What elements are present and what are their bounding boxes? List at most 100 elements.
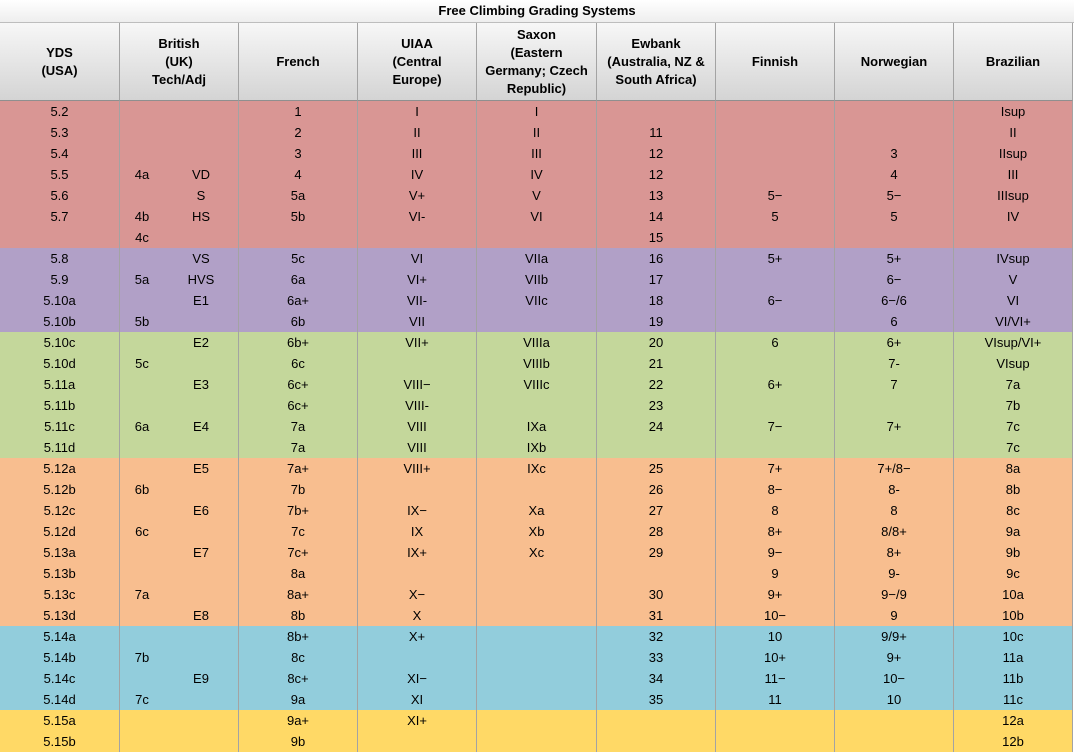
cell-brazilian: 7b [954,395,1073,416]
cell-french: 8b+ [239,626,358,647]
cell-saxon [477,479,597,500]
cell-norwegian [835,122,954,143]
cell-uiaa [358,353,477,374]
cell-norwegian: 9- [835,563,954,584]
cell-brazilian: IVsup [954,248,1073,269]
header-saxon: Saxon (Eastern Germany; Czech Republic) [477,23,597,101]
cell-finnish: 7− [716,416,835,437]
cell-finnish: 8 [716,500,835,521]
cell-british-tech [120,185,164,206]
cell-british-tech: 7b [120,647,164,668]
cell-british-adj [164,563,239,584]
cell-uiaa: III [358,143,477,164]
cell-british-adj [164,227,239,248]
cell-saxon [477,710,597,731]
cell-norwegian: 9/9+ [835,626,954,647]
cell-yds: 5.7 [0,206,120,227]
cell-uiaa: X+ [358,626,477,647]
cell-uiaa [358,647,477,668]
cell-brazilian: 9b [954,542,1073,563]
cell-british-adj [164,710,239,731]
cell-norwegian [835,710,954,731]
cell-brazilian: 11b [954,668,1073,689]
cell-ewbank: 25 [597,458,716,479]
header-british: British (UK) Tech/Adj [120,23,239,101]
cell-uiaa: X− [358,584,477,605]
cell-saxon: I [477,101,597,122]
header-finnish: Finnish [716,23,835,101]
cell-saxon [477,689,597,710]
cell-yds: 5.8 [0,248,120,269]
cell-yds: 5.10a [0,290,120,311]
cell-finnish [716,353,835,374]
cell-norwegian: 7- [835,353,954,374]
cell-brazilian: IV [954,206,1073,227]
cell-british-adj: E6 [164,500,239,521]
cell-finnish: 11 [716,689,835,710]
cell-brazilian: VIsup [954,353,1073,374]
cell-finnish: 5+ [716,248,835,269]
cell-british-tech: 5a [120,269,164,290]
cell-norwegian: 7+/8− [835,458,954,479]
cell-uiaa: XI− [358,668,477,689]
cell-finnish: 10− [716,605,835,626]
cell-finnish [716,731,835,752]
header-brazilian: Brazilian [954,23,1073,101]
cell-uiaa: VI+ [358,269,477,290]
cell-british-tech [120,542,164,563]
cell-finnish: 6− [716,290,835,311]
cell-ewbank [597,437,716,458]
cell-british-adj: E2 [164,332,239,353]
cell-uiaa: VII+ [358,332,477,353]
cell-yds: 5.11c [0,416,120,437]
cell-norwegian [835,437,954,458]
cell-saxon [477,227,597,248]
cell-saxon [477,605,597,626]
cell-brazilian: 8c [954,500,1073,521]
cell-british-adj: VS [164,248,239,269]
cell-brazilian: 11c [954,689,1073,710]
cell-french: 6b [239,311,358,332]
cell-finnish: 9 [716,563,835,584]
cell-british-tech [120,710,164,731]
cell-ewbank: 22 [597,374,716,395]
cell-uiaa: I [358,101,477,122]
cell-saxon: IXa [477,416,597,437]
cell-saxon: VIIb [477,269,597,290]
cell-french: 7b [239,479,358,500]
cell-french: 1 [239,101,358,122]
cell-yds: 5.5 [0,164,120,185]
cell-saxon [477,563,597,584]
cell-british-tech: 7c [120,689,164,710]
cell-ewbank: 34 [597,668,716,689]
cell-yds: 5.14d [0,689,120,710]
cell-brazilian: 7c [954,437,1073,458]
cell-finnish: 5− [716,185,835,206]
cell-ewbank: 19 [597,311,716,332]
cell-french: 9b [239,731,358,752]
cell-saxon: II [477,122,597,143]
cell-british-adj [164,584,239,605]
cell-ewbank: 18 [597,290,716,311]
cell-french: 2 [239,122,358,143]
cell-yds: 5.14c [0,668,120,689]
cell-british-tech: 6b [120,479,164,500]
cell-yds: 5.10b [0,311,120,332]
cell-finnish: 8− [716,479,835,500]
cell-french: 6c+ [239,395,358,416]
cell-british-adj [164,353,239,374]
cell-norwegian: 6+ [835,332,954,353]
cell-norwegian: 9−/9 [835,584,954,605]
cell-british-tech: 4c [120,227,164,248]
cell-uiaa: XI [358,689,477,710]
cell-uiaa [358,563,477,584]
cell-yds [0,227,120,248]
cell-saxon: Xc [477,542,597,563]
cell-yds: 5.9 [0,269,120,290]
cell-british-tech [120,731,164,752]
cell-yds: 5.14b [0,647,120,668]
cell-british-tech [120,500,164,521]
cell-uiaa: IX+ [358,542,477,563]
cell-british-adj [164,437,239,458]
cell-saxon: IXc [477,458,597,479]
